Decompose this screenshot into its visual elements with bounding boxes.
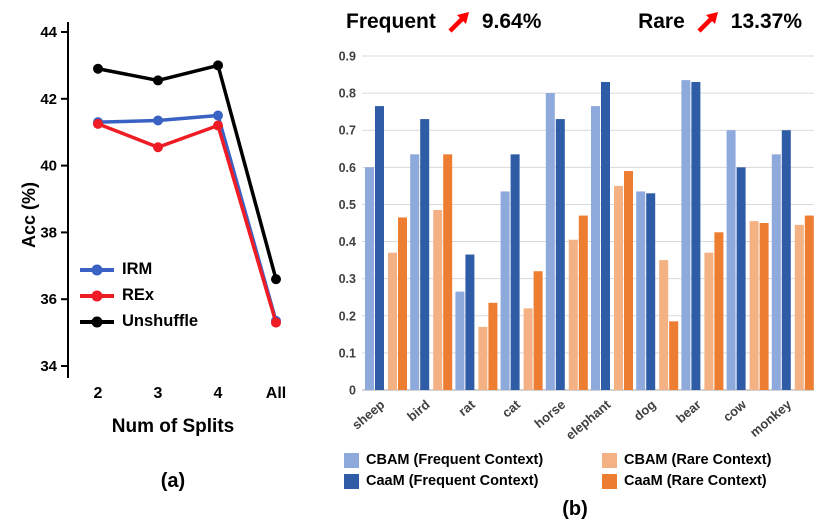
svg-text:0.6: 0.6 — [339, 161, 356, 175]
frequent-value: 9.64% — [481, 10, 542, 33]
panel-a: Acc (%) 34 36 38 40 42 44 2 3 4 All IRM REx — [8, 8, 324, 524]
svg-text:0.8: 0.8 — [339, 87, 356, 101]
svg-text:horse: horse — [531, 397, 568, 431]
rare-gain: Rare 13.37% — [638, 8, 802, 36]
line-swatch-irm — [80, 263, 114, 276]
svg-text:40: 40 — [40, 158, 57, 175]
legend-item-cbam-frequent: CBAM (Frequent Context) — [344, 452, 602, 468]
legend-label-unshuffle: Unshuffle — [122, 312, 199, 330]
swatch-caam-frequent — [344, 473, 359, 489]
panel-b: Frequent 9.64% Rare 13.37% 0 0.1 0.2 0.3 0.4… — [332, 4, 818, 526]
svg-text:36: 36 — [40, 291, 57, 308]
increase-arrow-icon — [448, 12, 469, 33]
line-swatch-rex — [80, 289, 114, 302]
increase-arrow-icon — [697, 12, 718, 33]
legend-item-unshuffle: Unshuffle — [80, 312, 198, 331]
frequent-label: Frequent — [346, 10, 436, 33]
swatch-caam-rare — [602, 473, 617, 489]
bar-chart: 0 0.1 0.2 0.3 0.4 0.5 0.6 0.7 0.8 0.9 sheep bird rat… — [339, 50, 814, 443]
svg-text:2: 2 — [94, 385, 103, 402]
svg-text:34: 34 — [40, 358, 57, 375]
svg-text:0.7: 0.7 — [339, 124, 356, 138]
caption-b: (b) — [562, 498, 588, 520]
legend-item-rex: REx — [80, 286, 198, 305]
svg-text:bird: bird — [404, 397, 432, 424]
legend-item-irm: IRM — [80, 260, 198, 279]
svg-text:cat: cat — [499, 396, 524, 420]
frequent-gain: Frequent 9.64% — [346, 8, 541, 36]
line-swatch-unshuffle — [80, 315, 114, 328]
svg-text:4: 4 — [214, 385, 223, 402]
svg-text:38: 38 — [40, 224, 57, 241]
legend-item-cbam-rare: CBAM (Rare Context) — [602, 452, 771, 468]
legend-label-irm: IRM — [122, 260, 153, 278]
caption-a: (a) — [160, 470, 186, 492]
rare-label: Rare — [638, 10, 685, 33]
legend-item-caam-frequent: CaaM (Frequent Context) — [344, 473, 602, 489]
rare-value: 13.37% — [730, 10, 802, 33]
svg-text:3: 3 — [154, 385, 163, 402]
svg-text:0.9: 0.9 — [339, 50, 356, 64]
svg-text:bear: bear — [673, 397, 704, 426]
legend-item-caam-rare: CaaM (Rare Context) — [602, 473, 771, 489]
panel-b-header: Frequent 9.64% Rare 13.37% — [332, 8, 818, 36]
svg-text:0.5: 0.5 — [339, 198, 356, 212]
svg-text:elephant: elephant — [563, 396, 614, 442]
x-axis-label-a: Num of Splits — [111, 416, 235, 437]
legend-label-rex: REx — [122, 286, 155, 304]
svg-text:dog: dog — [631, 397, 659, 424]
svg-text:All: All — [266, 385, 286, 402]
swatch-cbam-frequent — [344, 452, 359, 468]
svg-text:42: 42 — [40, 91, 57, 108]
svg-text:monkey: monkey — [747, 396, 795, 440]
svg-text:rat: rat — [455, 396, 478, 419]
legend-b: CBAM (Frequent Context) CaaM (Frequent C… — [344, 452, 771, 489]
svg-text:0.2: 0.2 — [339, 309, 356, 323]
svg-text:cow: cow — [720, 396, 750, 424]
svg-text:0.4: 0.4 — [339, 235, 356, 249]
svg-text:44: 44 — [40, 24, 57, 41]
svg-text:0.1: 0.1 — [339, 346, 356, 360]
svg-text:0: 0 — [349, 384, 356, 398]
svg-text:0.3: 0.3 — [339, 272, 356, 286]
svg-text:sheep: sheep — [349, 397, 387, 433]
legend-a: IRM REx Unshuffle — [80, 260, 198, 331]
swatch-cbam-rare — [602, 452, 617, 468]
